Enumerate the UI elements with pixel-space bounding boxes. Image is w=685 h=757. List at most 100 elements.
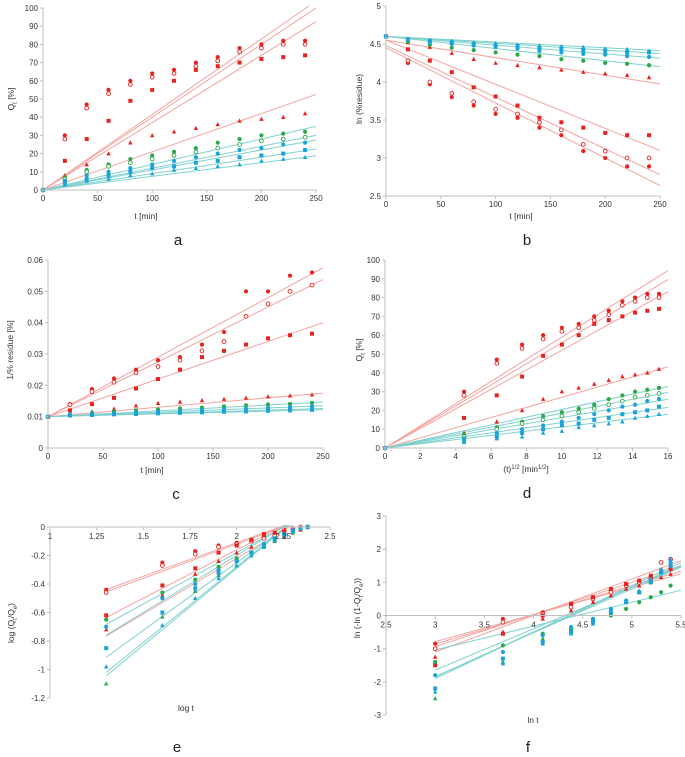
panel-d-y-tick-label: 20 bbox=[371, 406, 380, 415]
panel-a-point-red-4 bbox=[259, 116, 264, 121]
panel-e-point-blue-3 bbox=[261, 544, 267, 549]
panel-a-point-red-3 bbox=[237, 60, 242, 65]
panel-e-label: e bbox=[173, 739, 181, 756]
panel-c-point-blue-3 bbox=[111, 412, 117, 417]
panel-b-point-red-4 bbox=[449, 50, 454, 55]
panel-d-point-red-3 bbox=[620, 314, 625, 319]
panel-b-point-blue-1 bbox=[646, 54, 652, 60]
panel-b-fit-line-red-4 bbox=[386, 39, 660, 85]
panel-b-point-red-1 bbox=[603, 155, 608, 161]
panel-d-point-blue-1 bbox=[494, 430, 499, 436]
panel-b-point-red-1 bbox=[625, 164, 630, 169]
panel-b-point-red-1 bbox=[559, 133, 564, 138]
panel-e-point-green-1 bbox=[160, 590, 165, 595]
panel-b-xlabel: t [min] bbox=[509, 211, 532, 221]
panel-a-point-red-4 bbox=[150, 133, 155, 138]
panel-b-point-red-4 bbox=[624, 72, 630, 77]
panel-d-point-red-1 bbox=[620, 299, 625, 304]
panel-d-x-tick-label: 8 bbox=[524, 452, 529, 461]
panel-b-point-red-2 bbox=[405, 58, 411, 64]
panel-d-x-tick-label: 6 bbox=[489, 452, 494, 461]
panel-d-point-green-2 bbox=[620, 398, 625, 404]
panel-d-point-red-1 bbox=[656, 291, 662, 296]
panel-a-point-blue-3 bbox=[259, 158, 264, 163]
panel-d-point-red-4 bbox=[632, 372, 638, 377]
panel-d-point-red-1 bbox=[461, 389, 467, 394]
panel-b-point-red-3 bbox=[493, 94, 498, 99]
panel-a-point-green-2 bbox=[193, 149, 199, 155]
panel-f-point-red-3 bbox=[569, 601, 574, 606]
panel-a-point-red-1 bbox=[106, 87, 111, 92]
panel-e-point-red-2 bbox=[103, 590, 109, 595]
panel-e-point-blue-2 bbox=[261, 542, 266, 547]
panel-e-point-red-3 bbox=[216, 550, 221, 555]
panel-b-y-tick-label: 3 bbox=[377, 154, 382, 163]
panel-c-point-red-2 bbox=[221, 339, 227, 344]
panel-a-point-blue-3 bbox=[62, 182, 68, 187]
panel-b-point-red-3 bbox=[647, 133, 652, 138]
panel-f-point-blue-2 bbox=[433, 686, 438, 691]
panel-f-xlabel: ln t bbox=[527, 715, 539, 725]
panel-e-x-tick-label: 1.5 bbox=[138, 532, 150, 541]
panel-a-point-blue-1 bbox=[106, 169, 111, 174]
panel-f-point-red-2 bbox=[432, 646, 438, 652]
panel-a-point-blue-3 bbox=[237, 162, 242, 167]
panel-e-xlabel: log t bbox=[178, 703, 195, 713]
panel-a-point-red-1 bbox=[215, 55, 220, 60]
panel-c-fit-line-red-3 bbox=[48, 322, 323, 418]
panel-d-point-red-3 bbox=[494, 393, 499, 398]
panel-b-point-green-1 bbox=[537, 54, 542, 59]
panel-e-point-red-3 bbox=[234, 543, 239, 548]
panel-b-y-tick-label: 5 bbox=[377, 2, 382, 11]
panel-f-point-blue-3 bbox=[608, 609, 614, 614]
panel-c-point-red-1 bbox=[243, 289, 249, 294]
panel-a-point-red-1 bbox=[281, 38, 286, 43]
panel-d-point-red-3 bbox=[606, 318, 611, 323]
panel-f-point-green-2 bbox=[540, 636, 545, 641]
panel-f-y-tick-label: 1 bbox=[377, 578, 382, 587]
panel-d-point-blue-2 bbox=[559, 423, 564, 428]
panel-a-point-blue-2 bbox=[193, 160, 198, 165]
panel-e-x-tick-label: 2 bbox=[234, 532, 239, 541]
panel-a-point-blue-3 bbox=[150, 171, 155, 176]
panel-f-x-tick-label: 4.5 bbox=[577, 621, 589, 630]
panel-e-point-blue-3 bbox=[290, 528, 296, 534]
panel-f-point-blue-3 bbox=[590, 621, 596, 626]
panel-f-point-green-1 bbox=[500, 643, 506, 648]
panel-c-point-red-2 bbox=[111, 379, 117, 385]
panel-e-point-red-4 bbox=[160, 593, 165, 598]
panel-e-point-red-2 bbox=[192, 551, 198, 557]
panel-a-chart: 0 50 100 150 200 250 0 10 20 30 40 50 60 70 80 90 100 t … bbox=[6, 4, 323, 249]
panel-d-point-blue-2 bbox=[541, 427, 546, 432]
panel-c-point-red-4 bbox=[243, 395, 249, 400]
panel-a-point-blue-1 bbox=[128, 166, 133, 171]
panel-f-point-green-1 bbox=[668, 583, 673, 588]
panel-d-point-blue-1 bbox=[633, 402, 638, 407]
panel-c-x-tick-label: 250 bbox=[316, 452, 330, 461]
panel-b-x-tick-label: 100 bbox=[489, 200, 503, 209]
panel-a-point-green-2 bbox=[106, 163, 111, 169]
panel-b-point-green-1 bbox=[603, 60, 608, 66]
panel-b-point-red-3 bbox=[515, 103, 520, 108]
panel-d-point-green-1 bbox=[541, 413, 546, 419]
panel-a-point-red-2 bbox=[84, 105, 90, 111]
panel-f-point-red-3 bbox=[433, 663, 438, 668]
panel-d-point-green-2 bbox=[606, 402, 612, 408]
panel-a-point-red-3 bbox=[106, 118, 111, 123]
panel-b-point-red-4 bbox=[581, 69, 586, 74]
panel-e-point-blue-2 bbox=[160, 610, 165, 615]
panel-f-x-tick-label: 5.5 bbox=[675, 621, 685, 630]
panel-d-point-red-2 bbox=[591, 317, 597, 323]
panel-e-point-red-3 bbox=[193, 566, 198, 571]
panel-a-point-green-2 bbox=[237, 142, 242, 147]
panel-d-point-red-4 bbox=[494, 419, 499, 424]
panel-b-point-red-2 bbox=[537, 119, 542, 125]
panel-c-point-red-2 bbox=[133, 370, 139, 376]
panel-c-y-tick-label: 0.01 bbox=[27, 413, 43, 422]
panel-d-point-red-3 bbox=[592, 321, 597, 326]
panel-b-point-red-4 bbox=[646, 75, 652, 80]
panel-e-ylabel: log (Qt/Qe) bbox=[6, 603, 19, 643]
panel-c-point-red-4 bbox=[265, 394, 271, 399]
panel-d-x-tick-label: 4 bbox=[454, 452, 459, 461]
panel-f-point-red-2 bbox=[658, 560, 664, 565]
